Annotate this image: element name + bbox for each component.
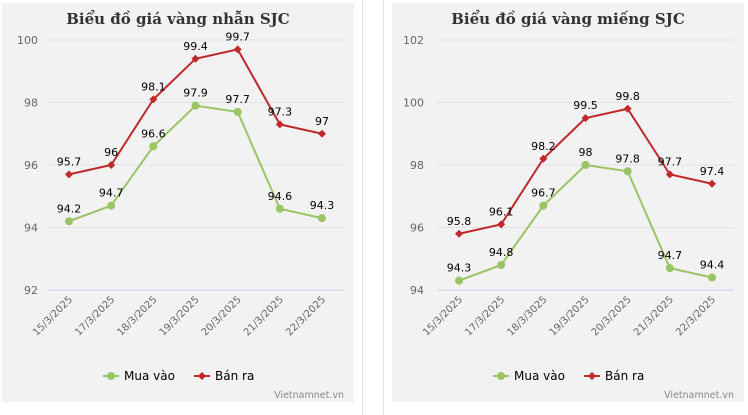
data-point (708, 273, 716, 282)
data-label: 98.2 (531, 140, 556, 153)
data-point (65, 170, 73, 179)
data-point (455, 276, 463, 285)
x-tick-label: 19/3/2025 (548, 294, 592, 338)
data-label: 94.4 (700, 259, 725, 272)
data-label: 94.8 (489, 246, 514, 259)
series-line-mua-vao (458, 163, 713, 282)
y-tick-label: 92 (24, 284, 38, 297)
data-point (233, 45, 242, 54)
data-point (539, 154, 548, 163)
legend-marker (588, 372, 596, 380)
data-label: 95.8 (447, 215, 472, 228)
x-tick-label: 17/3/2025 (463, 294, 507, 338)
data-point (107, 201, 116, 210)
data-point (318, 129, 326, 138)
divider (383, 0, 384, 415)
x-tick-label: 15/3/2025 (421, 294, 465, 338)
data-label: 99.4 (183, 40, 208, 53)
data-label: 99.5 (573, 99, 598, 112)
y-tick-label: 94 (24, 222, 38, 235)
y-tick-label: 94 (410, 284, 424, 297)
data-point (581, 114, 590, 123)
x-tick-label: 20/3/2025 (200, 294, 244, 338)
data-label: 97.9 (183, 87, 208, 100)
data-label: 96 (104, 146, 118, 159)
data-point (539, 201, 548, 210)
data-point (497, 220, 506, 229)
data-point (581, 161, 590, 169)
data-point (665, 170, 674, 179)
data-point (623, 104, 632, 113)
legend-label: Bán ra (215, 369, 254, 383)
data-label: 94.2 (57, 202, 82, 215)
data-label: 99.8 (615, 90, 640, 103)
y-tick-label: 96 (410, 222, 424, 235)
x-tick-label: 18/3/2025 (115, 294, 159, 338)
y-tick-label: 102 (403, 34, 424, 47)
x-tick-label: 21/3/2025 (632, 294, 676, 338)
series-line-mua-vao (68, 104, 323, 223)
x-tick-label: 22/3/2025 (674, 294, 718, 338)
data-label: 97.4 (700, 165, 725, 178)
credit-text: Vietnamnet.vn (274, 390, 344, 401)
data-label: 97.8 (615, 152, 640, 165)
divider (362, 0, 363, 415)
data-point (275, 120, 284, 129)
data-label: 97 (315, 115, 329, 128)
legend-label: Bán ra (605, 369, 644, 383)
data-label: 95.7 (57, 155, 82, 168)
data-label: 98.1 (141, 80, 166, 93)
data-point (65, 217, 73, 226)
y-tick-label: 98 (410, 159, 424, 172)
data-point (318, 214, 326, 223)
data-label: 94.7 (658, 249, 683, 262)
legend-marker (198, 372, 206, 380)
legend-marker (107, 372, 115, 380)
y-tick-label: 100 (17, 34, 38, 47)
y-tick-label: 98 (24, 97, 38, 110)
data-label: 96.1 (489, 205, 514, 218)
x-tick-label: 21/3/2025 (242, 294, 286, 338)
data-point (233, 107, 242, 116)
y-tick-label: 96 (24, 159, 38, 172)
legend-marker (497, 372, 505, 380)
data-label: 96.6 (141, 127, 166, 140)
data-label: 96.7 (531, 187, 556, 200)
data-point (623, 167, 632, 176)
x-tick-label: 18/3/3025 (505, 294, 549, 338)
data-point (191, 54, 200, 63)
credit-text: Vietnamnet.vn (664, 390, 734, 401)
legend-label: Mua vào (124, 369, 175, 383)
data-label: 99.7 (225, 30, 250, 43)
legend-label: Mua vào (514, 369, 565, 383)
data-label: 97.7 (658, 155, 683, 168)
data-point (191, 101, 200, 110)
data-label: 94.3 (447, 262, 472, 275)
x-tick-label: 20/3/2025 (590, 294, 634, 338)
data-point (149, 95, 158, 104)
x-tick-label: 19/3/2025 (158, 294, 202, 338)
y-tick-label: 100 (403, 97, 424, 110)
data-point (455, 229, 463, 238)
data-point (708, 179, 716, 188)
data-point (275, 204, 284, 213)
data-point (665, 264, 674, 273)
data-point (149, 142, 158, 151)
data-label: 94.6 (268, 190, 293, 203)
data-point (107, 161, 116, 169)
x-tick-label: 17/3/2025 (73, 294, 117, 338)
chart-panel-ring-gold (2, 3, 354, 402)
x-tick-label: 22/3/2025 (284, 294, 328, 338)
data-label: 97.3 (268, 105, 293, 118)
x-tick-label: 15/3/2025 (31, 294, 75, 338)
data-point (497, 261, 506, 269)
data-label: 94.7 (99, 187, 124, 200)
chart-title: Biểu đồ giá vàng nhẫn SJC (66, 10, 290, 28)
chart-panel-bar-gold (392, 3, 744, 402)
data-label: 94.3 (310, 199, 335, 212)
data-label: 97.7 (225, 93, 250, 106)
data-label: 98 (579, 146, 593, 159)
chart-title: Biểu đồ giá vàng miếng SJC (451, 10, 685, 28)
